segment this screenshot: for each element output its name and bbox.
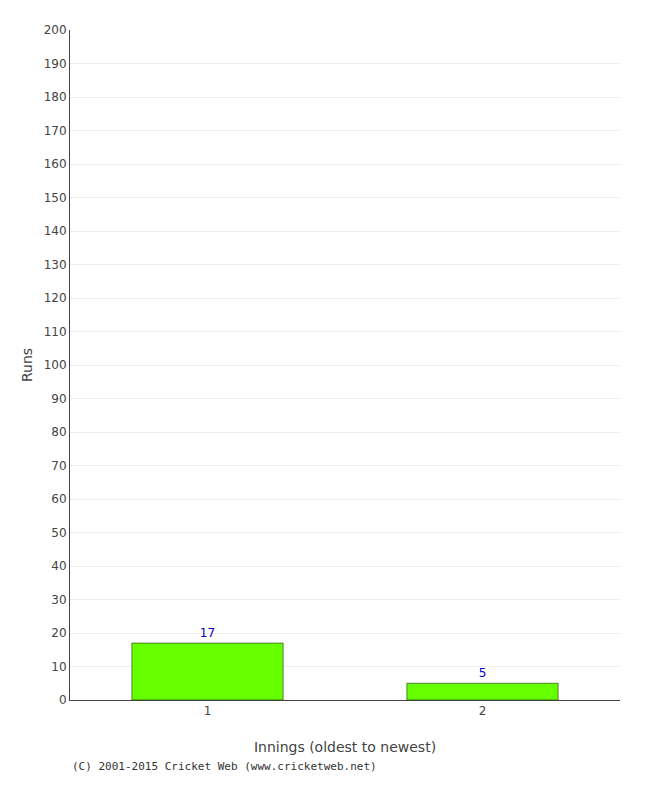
svg-text:160: 160 <box>44 157 67 171</box>
svg-text:17: 17 <box>200 626 215 640</box>
svg-text:120: 120 <box>44 291 67 305</box>
svg-text:Runs: Runs <box>19 348 35 382</box>
svg-text:Innings (oldest to newest): Innings (oldest to newest) <box>254 739 436 755</box>
svg-text:20: 20 <box>51 626 66 640</box>
svg-text:90: 90 <box>51 392 66 406</box>
svg-text:140: 140 <box>44 224 67 238</box>
svg-text:60: 60 <box>51 492 66 506</box>
svg-text:100: 100 <box>44 358 67 372</box>
svg-text:50: 50 <box>51 526 66 540</box>
svg-text:2: 2 <box>479 704 487 718</box>
svg-text:30: 30 <box>51 593 66 607</box>
svg-text:150: 150 <box>44 191 67 205</box>
svg-text:170: 170 <box>44 124 67 138</box>
svg-text:10: 10 <box>51 660 66 674</box>
svg-text:5: 5 <box>479 666 487 680</box>
svg-text:180: 180 <box>44 90 67 104</box>
svg-text:110: 110 <box>44 325 67 339</box>
svg-text:0: 0 <box>59 693 67 707</box>
svg-text:200: 200 <box>44 23 67 37</box>
svg-text:70: 70 <box>51 459 66 473</box>
svg-text:190: 190 <box>44 57 67 71</box>
svg-text:130: 130 <box>44 258 67 272</box>
svg-text:40: 40 <box>51 559 66 573</box>
svg-text:80: 80 <box>51 425 66 439</box>
svg-text:(C) 2001-2015 Cricket Web (www: (C) 2001-2015 Cricket Web (www.cricketwe… <box>72 760 377 773</box>
svg-text:1: 1 <box>204 704 212 718</box>
